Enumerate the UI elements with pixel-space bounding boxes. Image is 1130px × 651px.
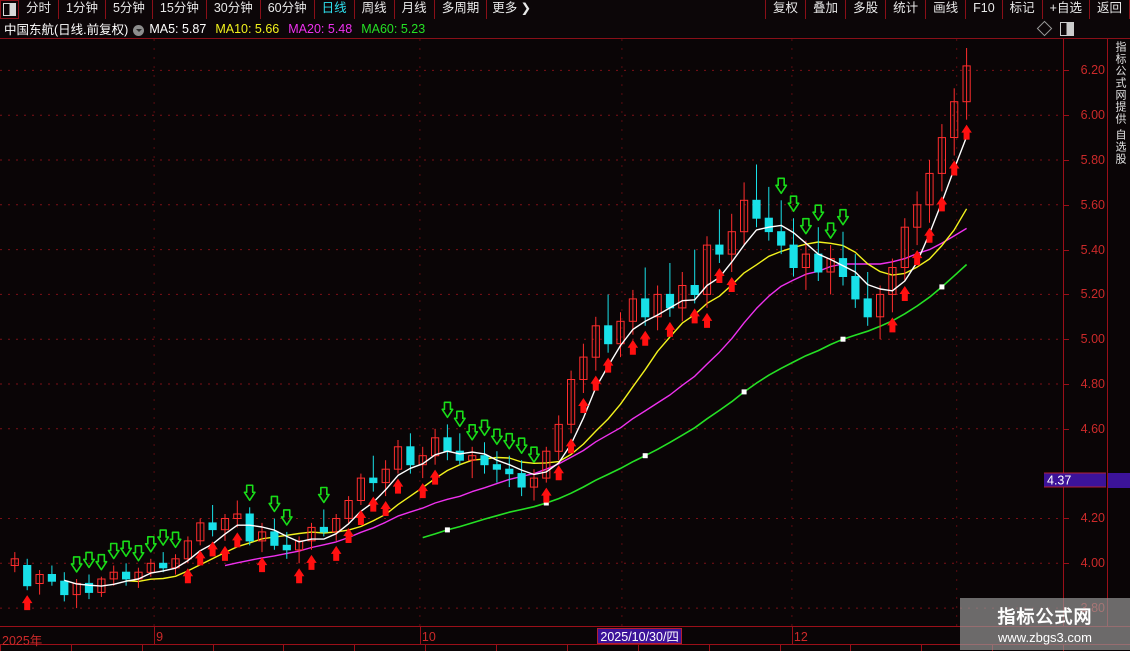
ma60-line	[422, 263, 968, 539]
tab-60min[interactable]: 60分钟	[261, 0, 315, 19]
tab-1min[interactable]: 1分钟	[59, 0, 106, 19]
symbol-title: 中国东航(日线.前复权)	[4, 23, 129, 37]
price-tick	[1064, 428, 1069, 430]
price-tick	[1064, 518, 1069, 520]
date-minor-tick	[780, 644, 781, 651]
candle-series	[10, 48, 971, 609]
watermark: 指标公式网 www.zbgs3.com	[960, 598, 1130, 650]
price-tick-label: 4.20	[1080, 511, 1105, 526]
grid-lines	[0, 39, 1063, 626]
ma5-readout: MA5: 5.87	[149, 21, 207, 36]
date-minor-tick	[850, 644, 851, 651]
date-tick-label: 10	[421, 630, 436, 644]
button-diejia[interactable]: 叠加	[805, 0, 845, 19]
ma5-line	[64, 136, 968, 587]
signal-markers	[21, 124, 972, 611]
info-line-icons	[1036, 19, 1074, 38]
date-minor-tick	[142, 644, 143, 651]
price-tick-label: 5.80	[1080, 152, 1105, 167]
price-tick-label: 6.20	[1080, 63, 1105, 78]
tab-multi-period[interactable]: 多周期	[435, 0, 488, 19]
price-tick-label: 5.00	[1080, 332, 1105, 347]
current-price-tag: 4.37	[1044, 472, 1106, 488]
date-minor-tick	[354, 644, 355, 651]
price-tick-label: 5.40	[1080, 242, 1105, 257]
button-huaxian[interactable]: 画线	[925, 0, 965, 19]
toolbar-right-buttons: 复权 叠加 多股 统计 画线 F10 标记 +自选 返回	[765, 0, 1130, 19]
date-separator	[154, 627, 156, 644]
price-tick	[1064, 294, 1069, 296]
date-axis-baseline	[0, 644, 1130, 645]
price-tick	[1064, 204, 1069, 206]
ma60-readout: MA60: 5.23	[361, 21, 426, 36]
date-minor-tick	[638, 644, 639, 651]
candlestick-plot[interactable]	[0, 39, 1063, 626]
tab-fenshi[interactable]: 分时	[19, 0, 60, 19]
price-tick-label: 5.60	[1080, 197, 1105, 212]
split-panel-icon[interactable]	[1060, 21, 1074, 36]
tab-30min[interactable]: 30分钟	[207, 0, 261, 19]
date-minor-tick	[496, 644, 497, 651]
right-strip-text: 指标公式网提供 自选股	[1114, 41, 1126, 166]
top-toolbar: 分时 1分钟 5分钟 15分钟 30分钟 60分钟 日线 周线 月线 多周期 更…	[0, 0, 1130, 20]
right-side-strip[interactable]: 指标公式网提供 自选股	[1107, 39, 1130, 626]
tab-more[interactable]: 更多 ❯	[492, 1, 532, 15]
tab-15min[interactable]: 15分钟	[153, 0, 207, 19]
right-strip-cursor	[1108, 473, 1130, 489]
watermark-title: 指标公式网	[997, 607, 1093, 627]
date-minor-tick	[0, 644, 1, 651]
date-minor-tick	[425, 644, 426, 651]
tab-5min[interactable]: 5分钟	[106, 0, 153, 19]
price-tick-label: 4.60	[1080, 421, 1105, 436]
date-tick-label: 2025年	[2, 634, 43, 648]
button-f10[interactable]: F10	[965, 0, 1002, 19]
date-tick-label: 9	[156, 630, 164, 644]
date-axis[interactable]: 2025年 9 10 12 2025/10/30/四	[0, 626, 1130, 651]
button-biaoji[interactable]: 标记	[1001, 0, 1042, 19]
date-minor-tick	[283, 644, 284, 651]
price-tick	[1064, 249, 1069, 251]
date-minor-tick	[709, 644, 710, 651]
button-back[interactable]: 返回	[1088, 0, 1130, 19]
diamond-icon[interactable]	[1036, 20, 1053, 37]
chart-canvas	[0, 39, 1063, 626]
price-tick-label: 6.00	[1080, 108, 1105, 123]
tab-weekly[interactable]: 周线	[355, 0, 395, 19]
date-tick-label: 12	[793, 630, 808, 644]
button-tongji[interactable]: 统计	[885, 0, 925, 19]
date-separator	[791, 627, 793, 644]
chart-info-line: 中国东航(日线.前复权) MA5: 5.87 MA10: 5.66 MA20: …	[0, 19, 1130, 39]
price-tick-label: 4.00	[1080, 556, 1105, 571]
price-axis[interactable]: 6.20 6.00 5.80 5.60 5.40 5.20 5.00 4.80 4.60 4.20…	[1044, 39, 1108, 626]
price-tick	[1064, 159, 1069, 161]
watermark-url: www.zbgs3.com	[998, 630, 1092, 645]
date-minor-tick	[567, 644, 568, 651]
selected-date-tag: 2025/10/30/四	[597, 628, 682, 644]
panel-toggle-glyph	[3, 3, 16, 16]
period-tabs: 分时 1分钟 5分钟 15分钟 30分钟 60分钟 日线 周线 月线 多周期 更…	[0, 0, 538, 19]
button-duogu[interactable]: 多股	[845, 0, 885, 19]
ma10-readout: MA10: 5.66	[215, 21, 280, 36]
price-tick	[1064, 70, 1069, 72]
date-minor-tick	[921, 644, 922, 651]
tab-monthly[interactable]: 月线	[395, 0, 435, 19]
date-separator	[419, 627, 421, 644]
date-minor-tick	[71, 644, 72, 651]
price-tick-label: 4.80	[1080, 377, 1105, 392]
price-tick	[1064, 384, 1069, 386]
chevron-down-circle-icon[interactable]	[133, 25, 145, 36]
price-tick	[1064, 563, 1069, 565]
tab-daily[interactable]: 日线	[315, 0, 355, 19]
panel-toggle-icon[interactable]	[0, 0, 19, 19]
date-minor-tick	[213, 644, 214, 651]
price-tick	[1064, 339, 1069, 341]
price-tick-label: 5.20	[1080, 287, 1105, 302]
button-fuquan[interactable]: 复权	[765, 0, 805, 19]
ma20-readout: MA20: 5.48	[288, 21, 353, 36]
price-tick	[1064, 115, 1069, 117]
button-add-watchlist[interactable]: +自选	[1041, 0, 1089, 19]
